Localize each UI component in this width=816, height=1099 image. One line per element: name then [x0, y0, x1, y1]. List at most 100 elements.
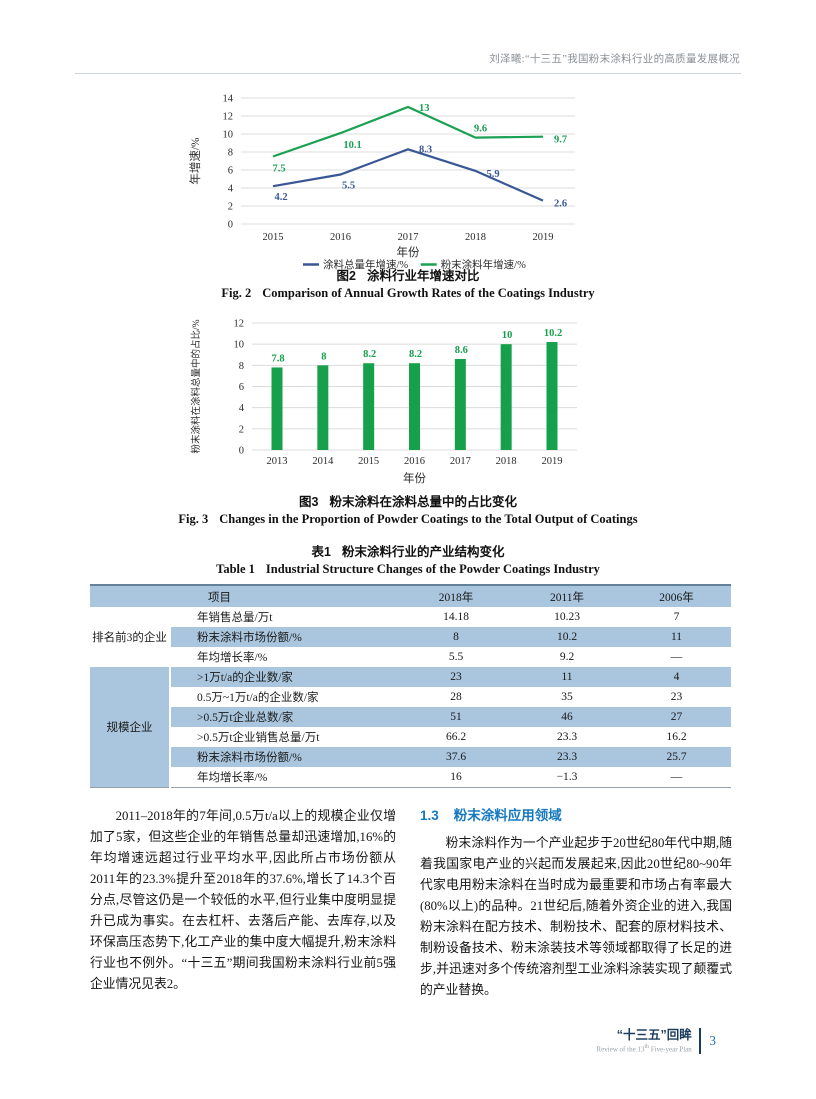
- footer-divider: [698, 1028, 702, 1055]
- y-tick-label: 0: [239, 446, 244, 457]
- table-value-cell: 66.2: [445, 731, 467, 743]
- table-row: 粉末涂料市场份额/% 37.6 23.3 25.7: [90, 747, 731, 767]
- data-label: 4.2: [274, 192, 287, 203]
- line-series-1: [272, 105, 544, 158]
- table1-caption-en: Table 1 Industrial Structure Changes of t…: [216, 562, 600, 576]
- table-item-cell: 年均增长率/%: [197, 652, 268, 664]
- data-label: 8.6: [455, 345, 468, 356]
- table-item-cell: 年销售总量/万t: [197, 612, 273, 624]
- line-series-0: [272, 148, 544, 202]
- table-value-cell: 51: [400, 707, 512, 727]
- table-value-cell: 11: [622, 627, 731, 647]
- table-value-cell: 10.23: [554, 611, 580, 623]
- data-label: 2.6: [554, 199, 567, 210]
- fig2-caption-zh: 图2 涂料行业年增速对比: [336, 269, 480, 283]
- table-value-cell: 4: [622, 667, 731, 687]
- y-tick-label: 8: [239, 361, 244, 372]
- table-row: 0.5万~1万t/a的企业数/家 28 35 23: [90, 687, 731, 707]
- table-row: >0.5万t企业销售总量/万t 66.2 23.3 16.2: [90, 727, 731, 747]
- bar-2016: [409, 363, 420, 450]
- table-row: 年均增长率/% 5.5 9.2 —: [90, 647, 731, 667]
- table-row: 粉末涂料市场份额/% 8 10.2 11: [90, 627, 731, 647]
- header-rule: [75, 73, 741, 74]
- bar-2019: [546, 342, 558, 450]
- y-axis-title: 年增速/%: [188, 137, 202, 185]
- table-value-cell: −1.3: [556, 770, 578, 783]
- x-tick-label: 2017: [450, 456, 471, 467]
- table-value-cell: —: [670, 651, 683, 663]
- table1-caption-zh: 表1 粉末涂料行业的产业结构变化: [311, 545, 505, 559]
- data-label: 10.1: [343, 140, 361, 151]
- data-label: 10.2: [544, 328, 562, 339]
- data-label: 9.6: [474, 124, 487, 135]
- table-value-cell: 9.2: [559, 651, 575, 663]
- table-header-cell: 2018年: [400, 585, 512, 607]
- data-label: 8.2: [363, 349, 376, 360]
- fig2-line-chart-svg: 0 2 4 6 8 10 12 14 2015 2016 2017 2018 2019 年份 年增速/% 4.…: [188, 94, 575, 271]
- x-tick-label: 2017: [398, 232, 419, 243]
- x-tick-label: 2013: [267, 456, 288, 467]
- table-item-cell: >0.5万t企业总数/家: [170, 707, 400, 727]
- x-tick-label: 2016: [404, 456, 425, 467]
- x-tick-label: 2015: [263, 232, 284, 243]
- table-value-cell: 7: [673, 611, 680, 623]
- table-value-cell: 23.3: [512, 747, 622, 767]
- table-value-cell: 16: [450, 770, 462, 783]
- y-tick-label: 10: [234, 340, 245, 351]
- y-tick-label: 10: [223, 130, 234, 141]
- fig3-bar-chart-svg: 0 2 4 6 8 10 12 7.8 2013 8 2014 8.2 2015 8.2 2016 8.6 20…: [190, 319, 577, 485]
- data-label: 7.5: [272, 164, 285, 175]
- table1-caption: 表1 粉末涂料行业的产业结构变化 Table 1 Industrial Struct…: [0, 544, 816, 578]
- table-value-cell: 25.7: [622, 747, 731, 767]
- table-item-cell: 粉末涂料市场份额/%: [170, 627, 400, 647]
- table-item-cell: 0.5万~1万t/a的企业数/家: [197, 692, 319, 704]
- x-tick-label: 2016: [330, 232, 351, 243]
- data-label: 8.2: [409, 349, 422, 360]
- page-footer: “十三五”回眸 Review of the 13th Five-year Pla…: [596, 1028, 716, 1055]
- body-right-column: 1.3 粉末涂料应用领域 粉末涂料作为一个产业起步于20世纪80年代中期,随着我国…: [420, 806, 732, 1001]
- y-tick-label: 14: [223, 94, 234, 105]
- table-header-cell: 2011年: [512, 585, 622, 607]
- fig2-caption-en: Fig. 2 Comparison of Annual Growth Rates …: [221, 286, 595, 300]
- y-tick-label: 4: [228, 184, 234, 195]
- industry-structure-table: 项目 2018年 2011年 2006年 排名前3的企业 年销售总量/万t 14.18 10.…: [90, 584, 731, 788]
- page-number: 3: [709, 1033, 716, 1049]
- y-tick-label: 6: [228, 166, 233, 177]
- table-row: 排名前3的企业 年销售总量/万t 14.18 10.23 7: [90, 607, 731, 667]
- data-label: 8: [321, 351, 326, 362]
- table-item-cell: >1万t/a的企业数/家: [170, 667, 400, 687]
- x-tick-label: 2018: [465, 232, 486, 243]
- table-row: 年均增长率/% 16 −1.3 —: [90, 767, 731, 787]
- table-value-cell: 23: [670, 691, 683, 703]
- y-tick-label: 2: [239, 424, 244, 435]
- table-value-cell: 23: [400, 667, 512, 687]
- y-tick-label: 8: [228, 148, 233, 159]
- section-heading: 1.3 粉末涂料应用领域: [420, 808, 562, 823]
- table-header-cell: 2006年: [622, 585, 731, 607]
- legend-label-1: 粉末涂料年增速/%: [441, 258, 526, 271]
- x-tick-label: 2019: [533, 232, 554, 243]
- table-value-cell: 28: [450, 691, 462, 703]
- table-value-cell: 5.5: [448, 651, 464, 663]
- footer-journal-title: “十三五”回眸 Review of the 13th Five-year Pla…: [596, 1028, 691, 1054]
- bar-2014: [317, 365, 329, 450]
- table-value-cell: 27: [622, 707, 731, 727]
- fig3-bar-chart: 0 2 4 6 8 10 12 7.8 2013 8 2014 8.2 2015 8.2 2016 8.6 20…: [183, 306, 603, 492]
- table-group-cell: 规模企业: [90, 667, 171, 787]
- data-label: 9.7: [554, 135, 567, 146]
- table-header-row: 项目 2018年 2011年 2006年: [90, 585, 731, 607]
- data-label: 10: [502, 330, 512, 341]
- fig3-caption-en: Fig. 3 Changes in the Proportion of Powde…: [178, 512, 638, 526]
- bar-2017: [454, 358, 466, 450]
- x-axis-title: 年份: [403, 471, 426, 485]
- fig3-caption-zh: 图3 粉末涂料在涂料总量中的占比变化: [299, 495, 517, 509]
- table-value-cell: —: [670, 770, 683, 783]
- table-value-cell: 35: [561, 691, 573, 703]
- table-value-cell: 10.2: [512, 627, 622, 647]
- footer-title-zh: “十三五”回眸: [616, 1028, 692, 1042]
- table-header-cell: 项目: [170, 585, 400, 607]
- legend-label-0: 涂料总量年增速/%: [323, 258, 408, 271]
- table-value-cell: 11: [512, 667, 622, 687]
- y-tick-label: 12: [234, 319, 245, 330]
